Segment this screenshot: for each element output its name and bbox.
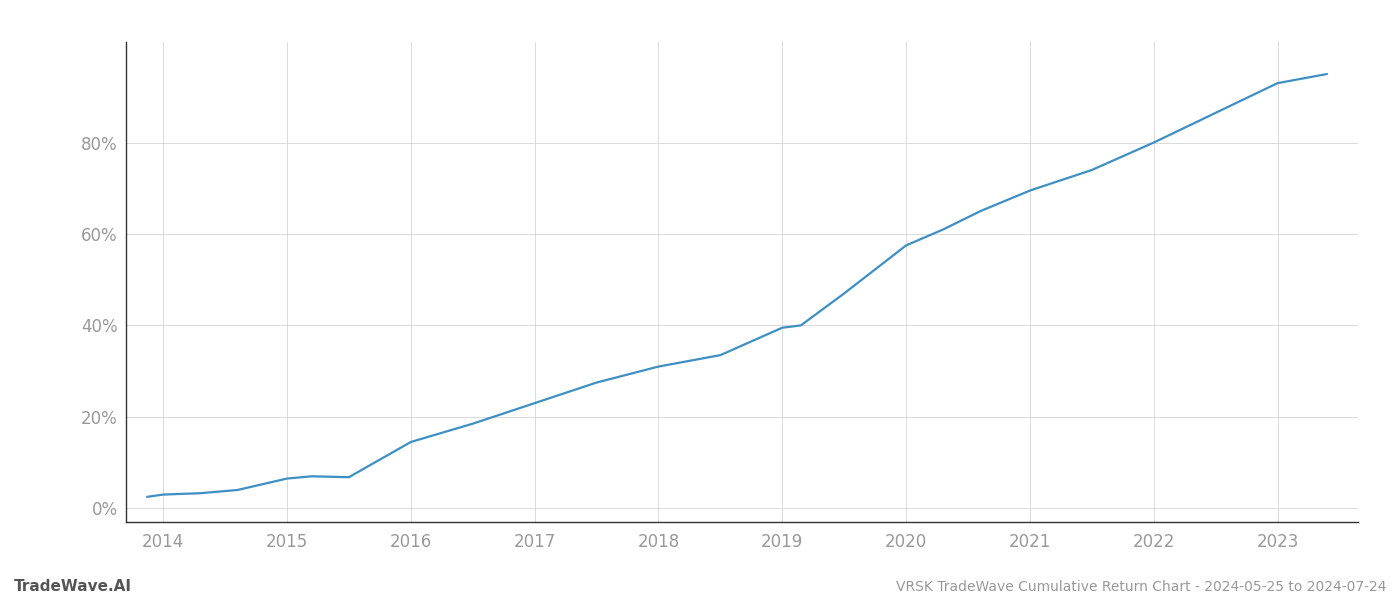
Text: TradeWave.AI: TradeWave.AI [14, 579, 132, 594]
Text: VRSK TradeWave Cumulative Return Chart - 2024-05-25 to 2024-07-24: VRSK TradeWave Cumulative Return Chart -… [896, 580, 1386, 594]
